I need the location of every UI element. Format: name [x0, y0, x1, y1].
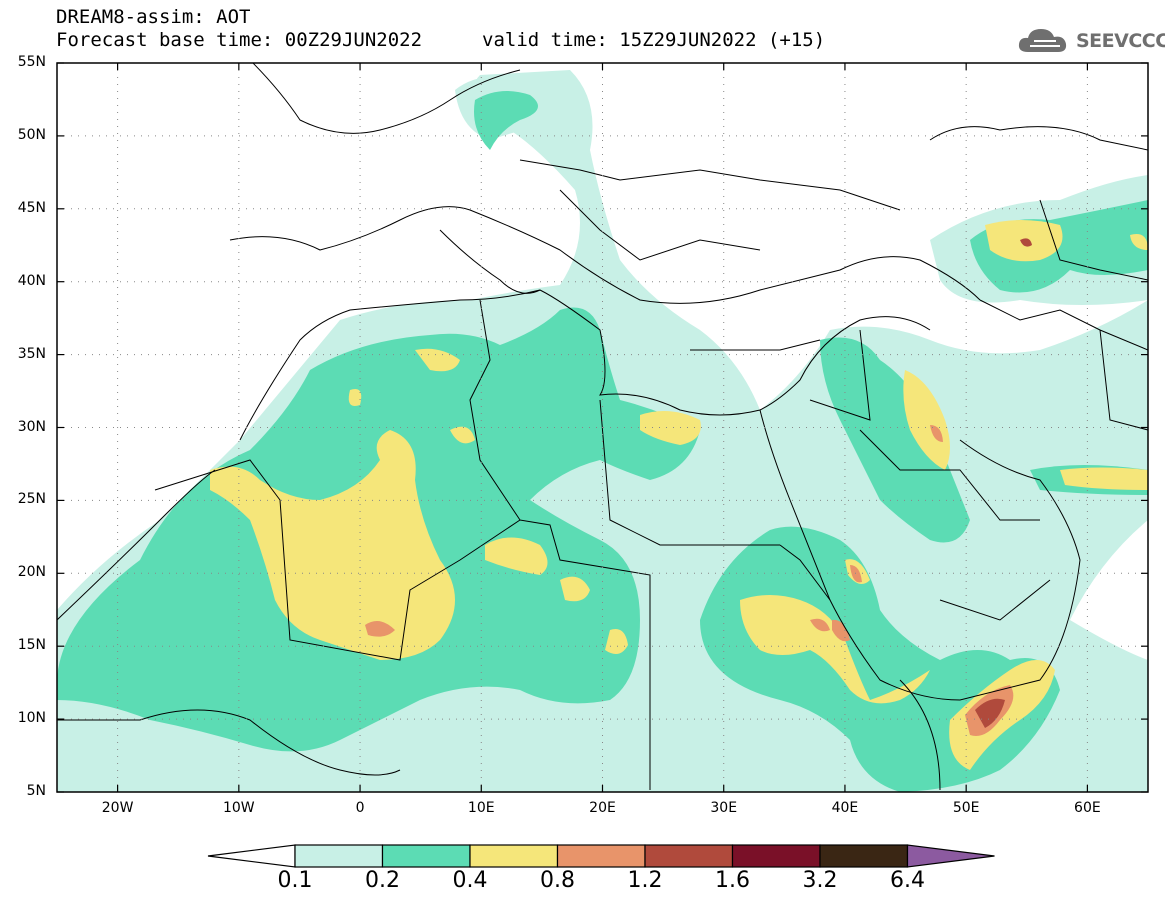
- colorbar-segment: [556, 844, 646, 868]
- lon-label: 60E: [1074, 800, 1101, 816]
- chart-title: DREAM8-assim: AOT: [56, 6, 251, 28]
- colorbar-level-label: 1.6: [715, 868, 750, 893]
- lat-label: 55N: [17, 54, 46, 70]
- logo-text: SEEVCCC: [1076, 30, 1165, 52]
- lat-label: 45N: [17, 199, 46, 216]
- lat-label: 10N: [17, 710, 46, 727]
- lon-label: 10E: [467, 800, 495, 816]
- aot-band-1.2: [975, 238, 1032, 728]
- colorbar-high-arrow: [906, 844, 995, 868]
- lat-label: 20N: [17, 564, 46, 581]
- seevccc-logo: SEEVCCC: [1016, 24, 1165, 58]
- lat-label: 15N: [17, 637, 46, 654]
- colorbar-low-arrow: [207, 844, 296, 868]
- lon-label: 20W: [101, 800, 134, 816]
- colorbar-level-label: 6.4: [890, 868, 925, 893]
- valid-time: valid time: 15Z29JUN2022 (+15): [482, 29, 826, 51]
- colorbar-level-label: 0.1: [277, 868, 313, 893]
- cloud-icon: [1018, 29, 1067, 52]
- colorbar: [207, 844, 995, 868]
- colorbar-segment: [731, 844, 821, 868]
- lon-label: 30E: [710, 800, 738, 816]
- axis-ticks: [57, 62, 1148, 793]
- lon-label: 10W: [222, 800, 255, 816]
- country-borders: [57, 63, 1148, 791]
- colorbar-segment: [819, 844, 909, 868]
- forecast-base-time: Forecast base time: 00Z29JUN2022: [56, 29, 423, 51]
- colorbar-level-label: 0.8: [540, 868, 575, 893]
- lat-label: 30N: [17, 418, 46, 435]
- colorbar-level-label: 0.2: [365, 868, 400, 893]
- lat-label: 35N: [17, 345, 46, 362]
- colorbar-segment: [294, 844, 384, 868]
- graticule: [57, 63, 1148, 792]
- lon-label: 50E: [952, 800, 980, 816]
- colorbar-level-label: 3.2: [802, 868, 838, 893]
- aot-band-0.4: [210, 220, 1148, 770]
- lat-label: 40N: [17, 272, 46, 289]
- lat-label: 25N: [17, 491, 46, 508]
- lon-label: 40E: [831, 800, 859, 816]
- lat-label: 50N: [17, 126, 46, 143]
- colorbar-level-label: 0.4: [452, 868, 488, 893]
- lat-label: 5N: [26, 783, 46, 799]
- lon-label: 0: [355, 800, 365, 816]
- colorbar-level-label: 1.2: [627, 868, 663, 893]
- lon-label: 20E: [589, 800, 616, 816]
- colorbar-segment: [381, 844, 471, 868]
- colorbar-segment: [644, 844, 734, 868]
- colorbar-segment: [469, 844, 559, 868]
